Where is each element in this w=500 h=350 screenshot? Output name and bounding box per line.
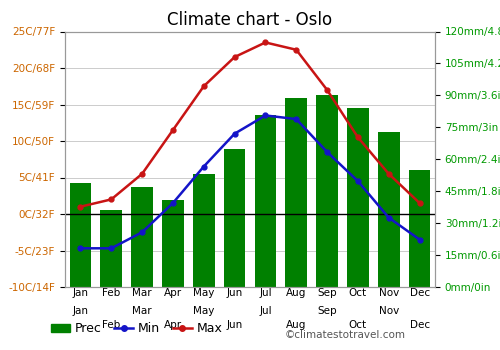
Text: Sep: Sep: [318, 307, 337, 316]
Text: Jan: Jan: [72, 288, 88, 298]
Text: Jun: Jun: [226, 320, 242, 330]
Text: Dec: Dec: [410, 320, 430, 330]
Bar: [162, 200, 184, 287]
Text: Nov: Nov: [378, 307, 399, 316]
Text: Sep: Sep: [318, 288, 337, 298]
Text: May: May: [193, 288, 214, 298]
Text: Feb: Feb: [102, 288, 120, 299]
Bar: [193, 174, 214, 287]
Text: Jun: Jun: [226, 288, 242, 299]
Text: Jul: Jul: [259, 288, 272, 298]
Text: Oct: Oct: [349, 288, 367, 299]
Bar: [409, 170, 430, 287]
Bar: [70, 183, 91, 287]
Text: Feb: Feb: [102, 320, 120, 330]
Bar: [347, 108, 368, 287]
Title: Climate chart - Oslo: Climate chart - Oslo: [168, 10, 332, 29]
Bar: [254, 114, 276, 287]
Bar: [378, 132, 400, 287]
Text: Jul: Jul: [259, 307, 272, 316]
Bar: [224, 149, 246, 287]
Text: Nov: Nov: [378, 288, 399, 298]
Bar: [316, 95, 338, 287]
Text: Jan: Jan: [72, 307, 88, 316]
Bar: [100, 210, 122, 287]
Text: Aug: Aug: [286, 320, 306, 330]
Text: May: May: [193, 307, 214, 316]
Text: Apr: Apr: [164, 288, 182, 299]
Text: Oct: Oct: [349, 320, 367, 330]
Text: Aug: Aug: [286, 288, 306, 299]
Text: Dec: Dec: [410, 288, 430, 299]
Legend: Prec, Min, Max: Prec, Min, Max: [46, 317, 228, 340]
Bar: [286, 98, 307, 287]
Text: Mar: Mar: [132, 307, 152, 316]
Text: Apr: Apr: [164, 320, 182, 330]
Bar: [132, 187, 153, 287]
Text: ©climatestotravel.com: ©climatestotravel.com: [285, 329, 406, 340]
Text: Mar: Mar: [132, 288, 152, 298]
